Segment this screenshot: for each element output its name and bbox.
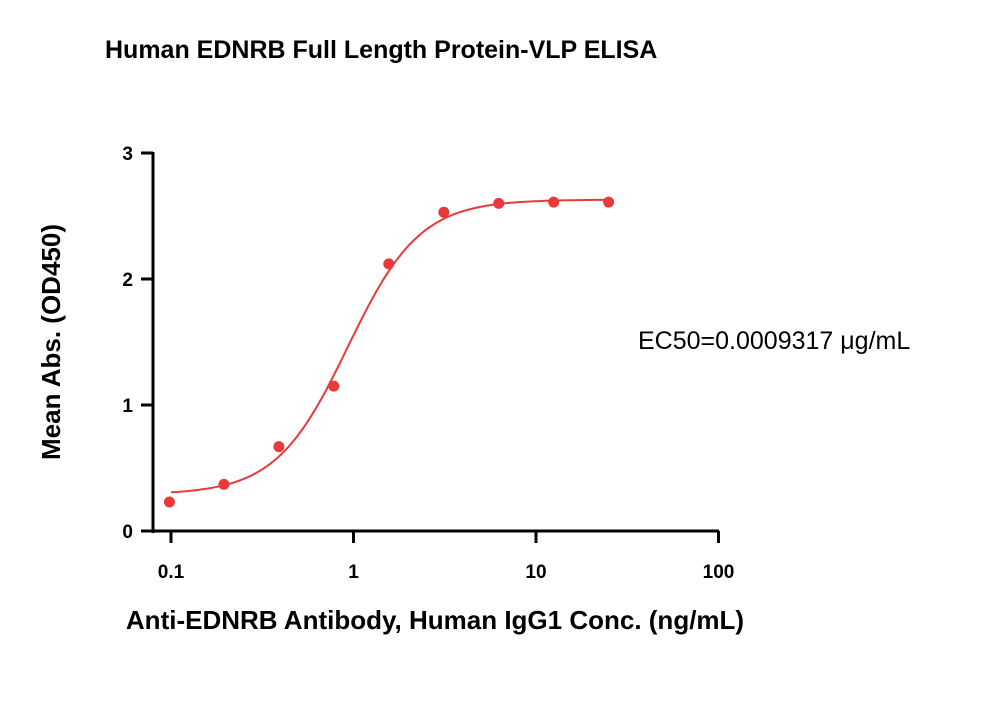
data-point — [548, 196, 560, 208]
fit-curve — [170, 198, 609, 494]
data-point — [383, 258, 395, 270]
y-tick-label: 0 — [122, 522, 133, 543]
x-tick-label: 0.1 — [158, 562, 185, 583]
axes: 0 1 2 3 0.1 1 10 100 — [122, 144, 734, 583]
y-tick-label: 2 — [122, 270, 133, 291]
data-point — [273, 441, 285, 453]
ec50-annotation: EC50=0.0009317 μg/mL — [638, 327, 910, 355]
data-point — [493, 197, 505, 209]
x-tick-label: 10 — [525, 562, 546, 583]
y-tick-label: 3 — [122, 144, 133, 165]
x-tick-label: 100 — [703, 562, 735, 583]
data-point — [163, 496, 175, 508]
data-point — [328, 380, 340, 392]
chart-title: Human EDNRB Full Length Protein-VLP ELIS… — [105, 36, 657, 64]
data-points — [163, 196, 615, 508]
x-tick-label: 1 — [348, 562, 359, 583]
data-point — [218, 478, 230, 490]
y-axis-label: Mean Abs. (OD450) — [36, 224, 66, 460]
y-tick-label: 1 — [122, 396, 133, 417]
data-point — [438, 206, 450, 218]
data-point — [603, 196, 615, 208]
x-axis-label: Anti-EDNRB Antibody, Human IgG1 Conc. (n… — [126, 605, 744, 635]
